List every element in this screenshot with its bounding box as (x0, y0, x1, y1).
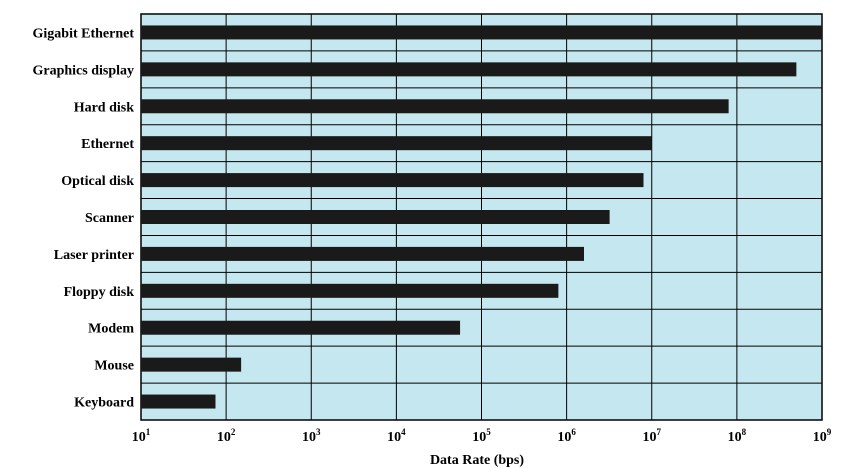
x-tick-label: 108 (728, 427, 747, 445)
bar (141, 357, 242, 372)
x-tick-label: 109 (813, 427, 832, 445)
x-axis-title: Data Rate (bps) (430, 453, 524, 468)
bar (141, 210, 610, 224)
category-label: Graphics display (32, 63, 134, 78)
bars (141, 25, 822, 409)
x-tick-label: 103 (302, 427, 321, 445)
bar (141, 173, 644, 188)
category-labels: Gigabit Ethernet Graphics display Hard dis… (32, 26, 134, 410)
x-tick-label: 107 (643, 427, 662, 445)
category-label: Optical disk (61, 174, 134, 189)
category-label: Floppy disk (64, 285, 135, 300)
bar (141, 62, 797, 77)
x-tick-label: 102 (217, 427, 236, 445)
grid-lines (140, 14, 823, 420)
x-tick-label: 104 (387, 427, 406, 445)
x-tick-labels: 101 102 103 104 105 106 107 108 109 (132, 427, 832, 445)
bar (141, 136, 652, 151)
category-label: Modem (88, 322, 134, 337)
x-tick-label: 105 (472, 427, 491, 445)
bar (141, 25, 822, 40)
x-tick-label: 106 (557, 427, 576, 445)
x-tick-label: 101 (132, 427, 151, 445)
category-label: Scanner (85, 211, 134, 226)
category-label: Laser printer (54, 248, 134, 263)
bar (141, 99, 729, 114)
bar (141, 320, 461, 335)
category-label: Hard disk (74, 100, 135, 115)
category-label: Mouse (94, 359, 134, 374)
category-label: Gigabit Ethernet (33, 26, 135, 41)
category-label: Ethernet (81, 137, 134, 152)
bar (141, 394, 216, 409)
bar (141, 246, 585, 261)
category-label: Keyboard (74, 396, 134, 411)
bar (141, 283, 559, 298)
